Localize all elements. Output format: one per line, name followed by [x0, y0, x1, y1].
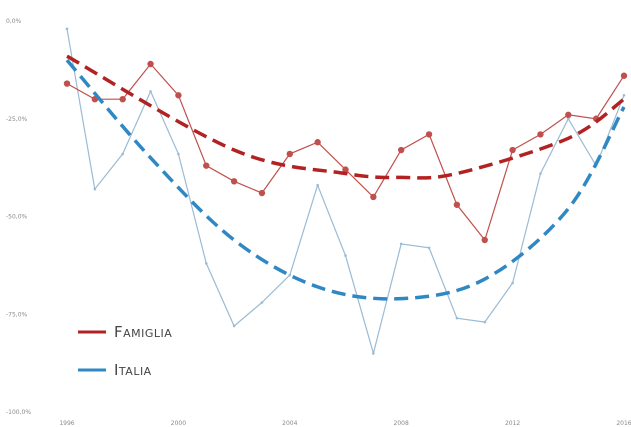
- x-axis: 1996 2000 2004 2008 2012 2016: [59, 420, 631, 427]
- data-point-italia: [121, 152, 124, 156]
- data-point-italia: [455, 316, 459, 320]
- data-point-famiglia: [258, 189, 266, 197]
- data-point-famiglia: [342, 166, 349, 173]
- data-point-italia: [344, 254, 347, 257]
- series-line-italia: [66, 28, 625, 356]
- data-point-italia: [539, 172, 542, 175]
- data-point-famiglia: [565, 111, 572, 119]
- data-point-famiglia: [537, 131, 544, 138]
- data-point-famiglia: [203, 162, 210, 169]
- x-tick-label: 2016: [616, 420, 631, 427]
- data-point-italia: [65, 27, 69, 31]
- x-tick-label: 1996: [59, 420, 74, 427]
- x-tick-label: 2000: [171, 420, 186, 427]
- data-point-italia: [204, 262, 208, 265]
- y-tick-label: 0,0%: [6, 18, 22, 25]
- data-point-italia: [232, 324, 236, 328]
- data-point-italia: [149, 90, 152, 93]
- data-point-italia: [288, 273, 292, 277]
- x-tick-label: 2012: [505, 420, 520, 427]
- data-point-italia: [372, 352, 375, 355]
- data-point-italia: [93, 187, 97, 191]
- legend: Famiglia Italia: [78, 323, 172, 379]
- data-point-italia: [399, 242, 403, 246]
- data-point-italia: [316, 183, 319, 187]
- data-point-famiglia: [370, 193, 377, 201]
- x-tick-label: 2008: [394, 420, 409, 427]
- trendline-italia: [65, 58, 626, 301]
- data-point-famiglia: [147, 60, 154, 68]
- data-point-famiglia: [175, 92, 182, 99]
- legend-label-italia: Italia: [114, 361, 152, 379]
- data-point-famiglia: [314, 139, 321, 146]
- data-point-famiglia: [286, 150, 293, 158]
- series-layer: [63, 27, 628, 356]
- data-point-famiglia: [620, 72, 628, 79]
- data-point-famiglia: [453, 201, 461, 208]
- data-point-italia: [483, 320, 487, 324]
- data-point-famiglia: [119, 96, 126, 103]
- y-tick-label: -25,0%: [6, 116, 28, 123]
- trendline-layer: [65, 54, 626, 301]
- data-point-italia: [427, 246, 431, 250]
- y-axis: 0,0% -25,0% -50,0% -75,0% -100,0%: [6, 18, 31, 416]
- x-tick-label: 2004: [282, 420, 297, 427]
- legend-label-famiglia: Famiglia: [114, 323, 172, 341]
- data-point-famiglia: [509, 146, 516, 154]
- data-point-famiglia: [425, 131, 433, 138]
- data-point-famiglia: [398, 146, 405, 154]
- data-point-famiglia: [63, 80, 71, 87]
- y-tick-label: -50,0%: [6, 214, 28, 221]
- data-point-famiglia: [481, 236, 488, 244]
- y-tick-label: -100,0%: [6, 409, 31, 416]
- trendline-famiglia: [66, 54, 626, 180]
- data-point-italia: [622, 93, 626, 97]
- y-tick-label: -75,0%: [6, 311, 28, 318]
- data-point-italia: [511, 281, 514, 285]
- data-point-famiglia: [230, 178, 238, 185]
- data-point-italia: [260, 301, 264, 304]
- data-point-italia: [177, 152, 180, 156]
- data-point-italia: [567, 117, 570, 121]
